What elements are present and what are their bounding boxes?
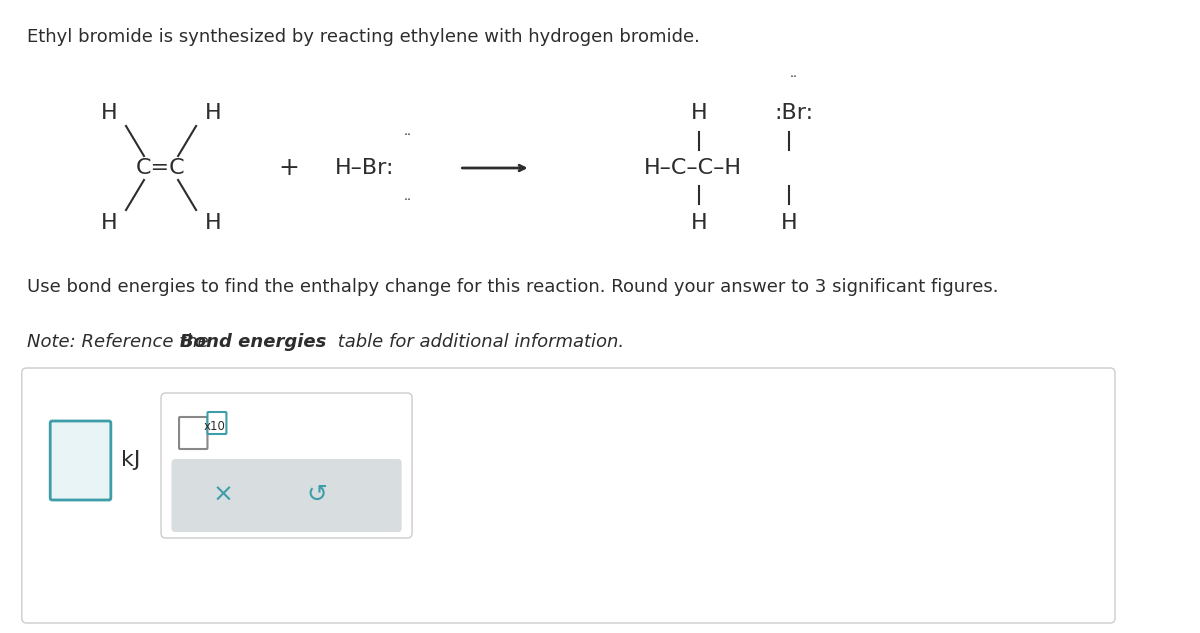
Text: ⋅⋅: ⋅⋅ [403,130,412,142]
Text: C=C: C=C [137,158,186,178]
FancyBboxPatch shape [208,412,227,434]
Text: table for additional information.: table for additional information. [331,333,624,351]
Text: :Br:: :Br: [774,103,814,123]
Text: H: H [781,213,798,233]
FancyBboxPatch shape [22,368,1115,623]
Text: ⋅⋅: ⋅⋅ [790,72,798,84]
Text: ⋅⋅: ⋅⋅ [403,194,412,206]
Text: Note: Reference the: Note: Reference the [26,333,214,351]
Text: H: H [691,103,708,123]
Text: H–C–C–H: H–C–C–H [644,158,742,178]
Text: H: H [101,213,118,233]
FancyBboxPatch shape [172,459,402,532]
Text: Use bond energies to find the enthalpy change for this reaction. Round your answ: Use bond energies to find the enthalpy c… [26,278,998,296]
Text: H: H [205,213,222,233]
Text: +: + [278,156,299,180]
Text: ×: × [212,483,233,507]
FancyBboxPatch shape [50,421,110,500]
Text: x10: x10 [204,420,226,433]
Text: kJ: kJ [121,450,140,470]
FancyBboxPatch shape [179,417,208,449]
Text: H: H [101,103,118,123]
Text: H: H [691,213,708,233]
Text: H: H [205,103,222,123]
FancyBboxPatch shape [161,393,412,538]
Text: Bond energies: Bond energies [180,333,326,351]
Text: ↺: ↺ [307,483,328,507]
Text: H–Br:: H–Br: [335,158,395,178]
Text: Ethyl bromide is synthesized by reacting ethylene with hydrogen bromide.: Ethyl bromide is synthesized by reacting… [26,28,700,46]
